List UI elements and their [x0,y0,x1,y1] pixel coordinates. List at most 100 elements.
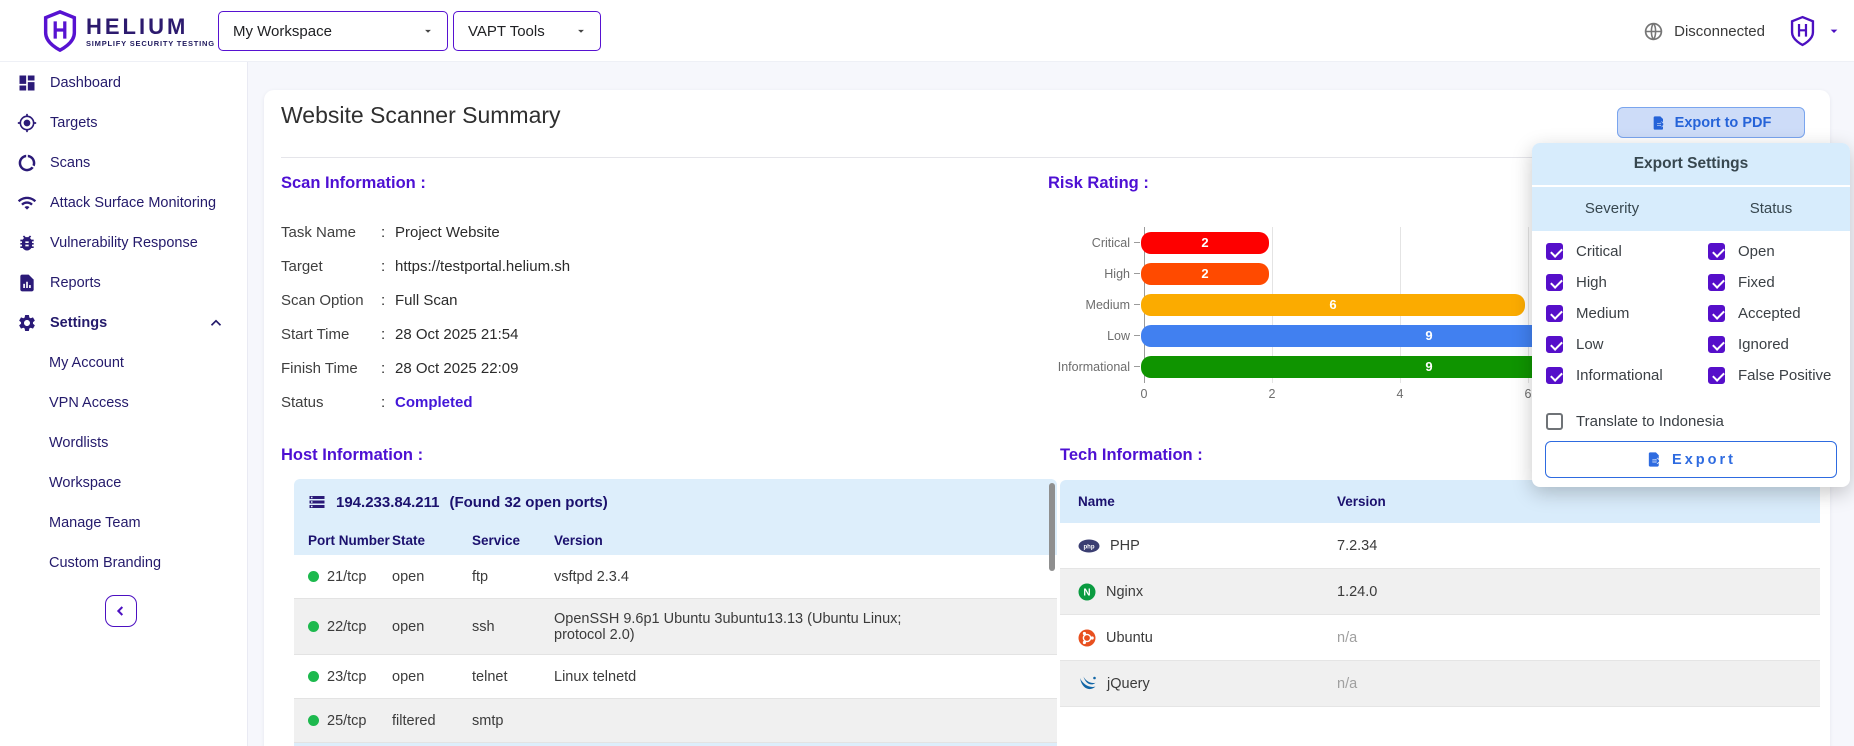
bug-icon [20,235,34,251]
host-table-body: 21/tcp open ftp vsftpd 2.3.4 22/tcp open… [294,555,1057,743]
ubuntu-icon [1078,629,1096,646]
checkbox-critical[interactable]: Critical [1546,243,1663,260]
sidebar-item-my-account[interactable]: My Account [49,355,124,371]
checkbox-accepted[interactable]: Accepted [1708,305,1831,322]
report-document-icon [20,274,34,292]
scan-info-row: Start Time:28 Oct 2025 21:54 [281,325,519,343]
top-bar: HELIUM SIMPLIFY SECURITY TESTING My Work… [0,0,1854,62]
sidebar-nav: Dashboard Targets Scans Attack Surface M… [0,62,248,746]
table-row: 21/tcp open ftp vsftpd 2.3.4 [294,555,1057,599]
checkbox-false-positive[interactable]: False Positive [1708,367,1831,384]
chart-category-label: High [1104,266,1130,281]
checkbox-fixed[interactable]: Fixed [1708,274,1831,291]
checkbox-icon[interactable] [1708,305,1725,322]
checkbox-high[interactable]: High [1546,274,1663,291]
export-to-pdf-button[interactable]: Export to PDF [1617,107,1805,138]
status-checkbox-group: Open Fixed Accepted Ignored False Positi… [1708,243,1831,384]
sidebar-item-workspace[interactable]: Workspace [49,475,122,491]
sidebar-item-dashboard[interactable]: Dashboard [0,63,247,103]
sidebar-item-custom-branding[interactable]: Custom Branding [49,555,162,571]
checkbox-ignored[interactable]: Ignored [1708,336,1831,353]
table-row: jQuery n/a [1060,661,1820,707]
severity-checkbox-group: Critical High Medium Low Informational [1546,243,1663,384]
sidebar-item-attack-surface-monitoring[interactable]: Attack Surface Monitoring [0,183,247,223]
checkbox-icon[interactable] [1708,243,1725,260]
status-column-header: Status [1749,199,1793,217]
checkbox-icon[interactable] [1708,274,1725,291]
table-row: 23/tcp open telnet Linux telnetd [294,655,1057,699]
sidebar-item-scans[interactable]: Scans [0,143,247,183]
workspace-selector-value: My Workspace [233,22,332,40]
export-file-icon [1653,115,1664,130]
chart-bar: 2 [1141,231,1269,254]
chart-x-tick-label: 0 [1140,387,1148,401]
table-row: 22/tcp open ssh OpenSSH 9.6p1 Ubuntu 3ub… [294,599,1057,655]
export-button[interactable]: Export [1545,441,1837,478]
vapt-tools-menu[interactable]: VAPT Tools [453,11,601,51]
host-information-heading: Host Information : [281,446,424,464]
php-icon: php [1078,539,1100,552]
jquery-icon [1080,676,1096,689]
host-open-ports-note: (Found 32 open ports) [449,493,608,511]
checkbox-translate-to-indonesia[interactable]: Translate to Indonesia [1546,413,1724,430]
brand-logo: HELIUM SIMPLIFY SECURITY TESTING [42,9,215,53]
table-row: 25/tcp filtered smtp [294,699,1057,743]
dashboard-icon [19,75,35,91]
caret-down-icon [421,24,435,38]
page-title: Website Scanner Summary [281,102,561,128]
vapt-tools-label: VAPT Tools [468,22,545,40]
tech-information-heading: Tech Information : [1060,446,1203,464]
checkbox-icon[interactable] [1546,336,1563,353]
connection-status: Disconnected [1674,22,1765,40]
globe-icon [1643,21,1664,42]
gear-icon [19,315,35,331]
sidebar-collapse-button[interactable] [105,595,137,627]
scanner-summary-card: Website Scanner Summary Export to PDF Sc… [264,90,1830,746]
scan-information-heading: Scan Information : [281,174,426,192]
checkbox-open[interactable]: Open [1708,243,1831,260]
checkbox-icon[interactable] [1546,243,1563,260]
chart-bar-row: Medium 6 [1050,289,1764,320]
port-status-dot [308,571,319,582]
caret-down-icon [574,24,588,38]
host-ip: 194.233.84.211 [336,493,440,511]
sidebar-item-reports[interactable]: Reports [0,263,247,303]
chevron-left-icon [116,606,124,616]
checkbox-icon[interactable] [1546,367,1563,384]
checkbox-medium[interactable]: Medium [1546,305,1663,322]
checkbox-icon[interactable] [1546,305,1563,322]
user-avatar-shield[interactable] [1789,15,1816,47]
sidebar-item-manage-team[interactable]: Manage Team [49,515,141,531]
export-file-icon [1648,452,1660,467]
sidebar-item-vpn-access[interactable]: VPN Access [49,395,129,411]
sidebar-item-settings[interactable]: Settings [0,303,247,343]
checkbox-low[interactable]: Low [1546,336,1663,353]
scan-info-row: Target: https://testportal.helium.sh [281,257,571,275]
svg-text:php: php [1084,544,1095,550]
table-row: php PHP 7.2.34 [1060,523,1820,569]
sidebar-item-vulnerability-response[interactable]: Vulnerability Response [0,223,247,263]
wifi-icon [17,196,37,210]
risk-rating-heading: Risk Rating : [1048,174,1149,192]
checkbox-icon[interactable] [1546,274,1563,291]
scan-info-row: Task Name: Project Website [281,223,500,241]
chart-category-label: Low [1107,328,1130,343]
scan-progress-icon [18,154,36,172]
brand-name: HELIUM [86,13,189,39]
shield-logo-icon [42,9,78,53]
sidebar-item-targets[interactable]: Targets [0,103,247,143]
workspace-selector[interactable]: My Workspace [218,11,448,51]
account-menu-caret-icon[interactable] [1826,23,1842,39]
checkbox-icon[interactable] [1708,367,1725,384]
checkbox-icon[interactable] [1546,413,1563,430]
svg-text:N: N [1083,587,1090,598]
chart-category-label: Medium [1085,297,1130,312]
host-panel-scrollbar[interactable] [1049,483,1055,571]
scan-information-list: Task Name: Project Website Target: https:/… [281,215,881,419]
scan-info-row: Finish Time:28 Oct 2025 22:09 [281,359,519,377]
target-icon [17,113,37,133]
checkbox-icon[interactable] [1708,336,1725,353]
checkbox-informational[interactable]: Informational [1546,367,1663,384]
sidebar-item-wordlists[interactable]: Wordlists [49,435,109,451]
